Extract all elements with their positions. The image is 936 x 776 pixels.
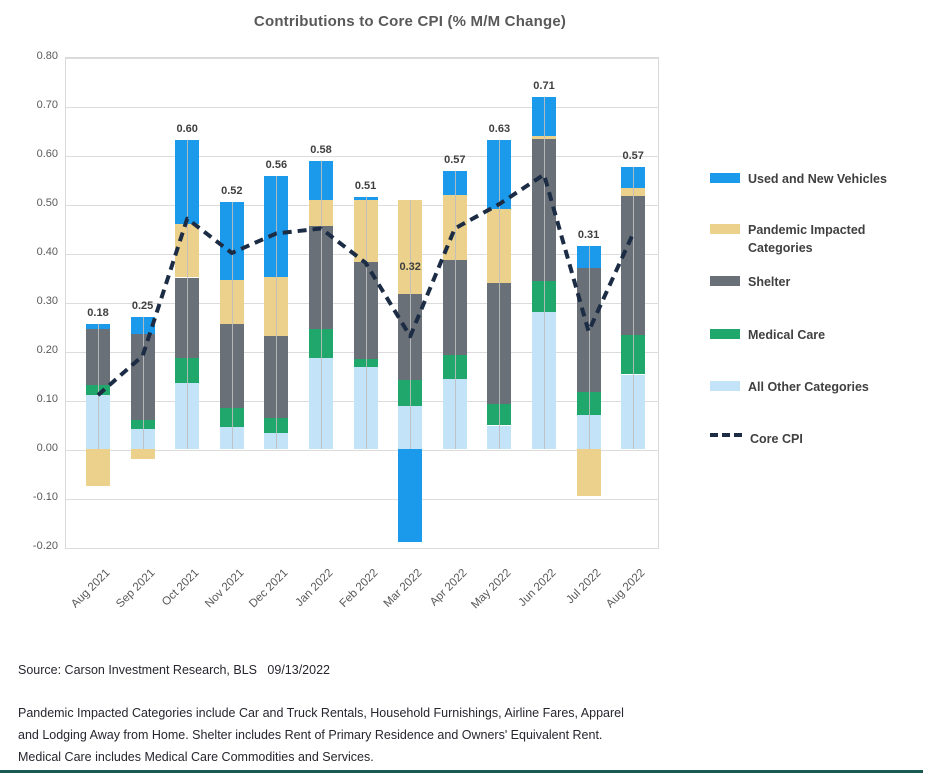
gridline bbox=[66, 107, 658, 108]
y-axis-tick-label: 0.50 bbox=[36, 197, 58, 209]
bar-total-label: 0.31 bbox=[577, 228, 600, 241]
legend-label: Core CPI bbox=[750, 432, 803, 446]
y-axis-tick-label: 0.60 bbox=[36, 148, 58, 160]
bar-center-line bbox=[276, 176, 278, 449]
chart-title: Contributions to Core CPI (% M/M Change) bbox=[253, 13, 567, 30]
gridline bbox=[66, 450, 658, 451]
bar-total-label: 0.58 bbox=[310, 143, 332, 156]
footnote-line-1: Pandemic Impacted Categories include Car… bbox=[18, 706, 624, 720]
bar-total-label: 0.56 bbox=[265, 159, 288, 172]
legend-label: Pandemic Impacted Categories bbox=[748, 223, 866, 256]
bar-total-label: 0.60 bbox=[176, 123, 198, 136]
bar-center-line bbox=[588, 245, 590, 449]
legend-label: Shelter bbox=[748, 275, 791, 289]
legend-label: Used and New Vehicles bbox=[748, 172, 887, 186]
legend-item-shelter: Shelter bbox=[710, 273, 790, 291]
legend-swatch-medical-icon bbox=[710, 329, 740, 339]
bar-center-line bbox=[187, 140, 189, 449]
legend-swatch-all_other-icon bbox=[710, 381, 740, 391]
y-axis-tick-label: 0.40 bbox=[36, 246, 58, 258]
bar-center-line bbox=[98, 324, 99, 449]
gridline bbox=[66, 58, 658, 59]
bar-center-line bbox=[365, 196, 367, 449]
bar-total-label: 0.57 bbox=[444, 153, 466, 166]
bar-center-line bbox=[544, 97, 545, 449]
bar-center-line bbox=[499, 140, 501, 449]
legend-item-core_cpi: Core CPI bbox=[710, 430, 803, 448]
bar-segment-pandemic bbox=[576, 449, 601, 496]
bar-center-line bbox=[142, 316, 144, 449]
y-axis-tick-label: 0.20 bbox=[36, 344, 58, 356]
footnote-line-3: Medical Care includes Medical Care Commo… bbox=[18, 750, 374, 764]
bar-total-label: 0.32 bbox=[399, 260, 421, 273]
bottom-rule bbox=[0, 770, 923, 773]
legend-swatch-shelter-icon bbox=[710, 276, 740, 286]
bar-total-label: 0.71 bbox=[533, 80, 555, 93]
bar-center-line bbox=[633, 167, 635, 450]
bar-center-line bbox=[410, 199, 412, 449]
bar-segment-pandemic bbox=[86, 449, 110, 486]
bar-center-line bbox=[454, 170, 456, 449]
legend-item-all_other: All Other Categories bbox=[710, 378, 869, 396]
source-text: Source: Carson Investment Research, BLS … bbox=[18, 663, 330, 677]
legend-swatch-pandemic-icon bbox=[710, 224, 740, 234]
legend-label: All Other Categories bbox=[748, 380, 869, 394]
bar-center-line bbox=[321, 160, 322, 449]
y-axis-tick-label: 0.00 bbox=[36, 442, 58, 454]
y-axis-tick-label: 0.30 bbox=[36, 295, 58, 307]
bar-total-label: 0.52 bbox=[221, 184, 243, 197]
bar-center-line bbox=[231, 201, 233, 449]
legend-swatch-core_cpi-icon bbox=[710, 433, 742, 437]
legend-swatch-vehicles-icon bbox=[710, 173, 740, 183]
bar-segment-vehicles bbox=[398, 449, 423, 543]
gridline bbox=[66, 548, 658, 549]
bar-total-label: 0.51 bbox=[354, 179, 377, 192]
y-axis-tick-label: 0.70 bbox=[36, 99, 58, 111]
bar-total-label: 0.63 bbox=[488, 123, 511, 136]
gridline bbox=[66, 156, 658, 157]
y-axis-tick-label: -0.10 bbox=[32, 491, 58, 503]
legend-item-medical: Medical Care bbox=[710, 326, 825, 344]
y-axis-tick-label: 0.10 bbox=[36, 393, 58, 405]
legend-label: Medical Care bbox=[748, 328, 826, 342]
footnote-line-2: and Lodging Away from Home. Shelter incl… bbox=[18, 728, 603, 742]
bar-total-label: 0.18 bbox=[87, 307, 109, 320]
legend-item-pandemic: Pandemic Impacted Categories bbox=[710, 221, 910, 257]
bar-segment-pandemic bbox=[130, 449, 155, 459]
gridline bbox=[66, 499, 658, 500]
core-cpi-line bbox=[96, 172, 636, 397]
y-axis-tick-label: -0.20 bbox=[32, 540, 58, 552]
y-axis-tick-label: 0.80 bbox=[36, 50, 58, 62]
bar-total-label: 0.57 bbox=[622, 150, 644, 163]
legend-item-vehicles: Used and New Vehicles bbox=[710, 170, 887, 188]
bar-total-label: 0.25 bbox=[131, 299, 154, 312]
